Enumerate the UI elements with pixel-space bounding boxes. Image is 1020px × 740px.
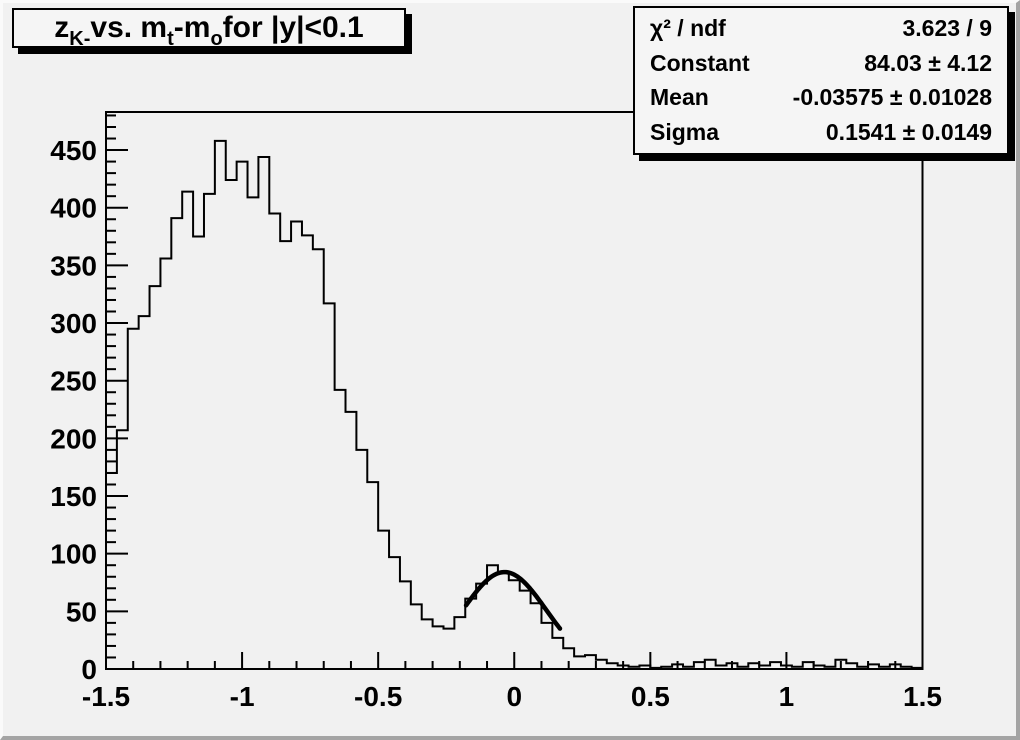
stat-row: χ² / ndf 3.623 / 9 xyxy=(635,12,1007,45)
y-axis-label: 450 xyxy=(50,135,97,166)
y-axis-label: 300 xyxy=(50,308,97,339)
y-axis-label: 350 xyxy=(50,250,97,281)
stat-label: Constant xyxy=(650,49,750,76)
stat-value: -0.03575 ± 0.01028 xyxy=(792,84,992,111)
y-axis-label: 50 xyxy=(66,596,97,627)
x-axis-label: -1.5 xyxy=(82,681,130,712)
x-axis-label: -0.5 xyxy=(354,681,402,712)
y-axis-label: 100 xyxy=(50,539,97,570)
title-segment-6: for |y|<0.1 xyxy=(222,11,364,44)
title-segment-4: -m xyxy=(173,11,211,44)
stat-label: χ² / ndf xyxy=(650,14,726,41)
plot-frame xyxy=(105,111,924,670)
fit-curve xyxy=(463,569,563,631)
stat-label: Sigma xyxy=(650,119,720,146)
x-axis-label: -1 xyxy=(230,681,255,712)
title-box: z K- vs. m t -m o for |y|<0.1 xyxy=(12,8,406,50)
title-segment-2: vs. m xyxy=(90,11,168,44)
x-axis-label: 1 xyxy=(779,681,795,712)
stats-box: χ² / ndf 3.623 / 9 Constant 84.03 ± 4.12 Mea… xyxy=(633,6,1009,155)
stat-row: Sigma 0.1541 ± 0.0149 xyxy=(635,116,1007,149)
stat-row: Constant 84.03 ± 4.12 xyxy=(635,47,1007,80)
y-axis-label: 0 xyxy=(81,654,97,685)
histogram-line xyxy=(105,139,924,669)
x-axis-label: 0.5 xyxy=(631,681,670,712)
title-segment-0: z xyxy=(54,11,70,44)
title-segment-1: K- xyxy=(69,28,91,50)
stat-value: 84.03 ± 4.12 xyxy=(864,49,992,76)
stat-row: Mean -0.03575 ± 0.01028 xyxy=(635,81,1007,114)
y-axis-label: 200 xyxy=(50,423,97,454)
x-axis-label: 1.5 xyxy=(903,681,942,712)
y-axis-label: 250 xyxy=(50,366,97,397)
x-axis-label: 0 xyxy=(506,681,522,712)
stat-value: 0.1541 ± 0.0149 xyxy=(825,119,992,146)
title-segment-5: o xyxy=(210,28,223,50)
y-axis-label: 150 xyxy=(50,481,97,512)
title-segment-3: t xyxy=(167,28,174,50)
stat-value: 3.623 / 9 xyxy=(902,14,992,41)
stat-label: Mean xyxy=(650,84,709,111)
y-axis-label: 400 xyxy=(50,193,97,224)
histogram-plot: 0 50 100 150 200 250 300 350 400 450 -1.5 -1 -0.5 0 0.… xyxy=(50,111,942,712)
